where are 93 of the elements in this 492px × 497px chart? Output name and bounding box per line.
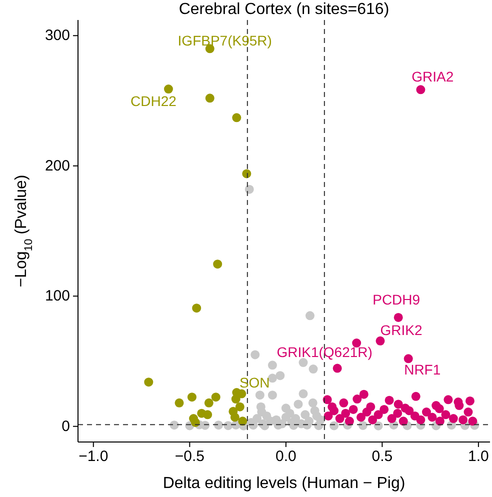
point: [250, 350, 260, 360]
chart-title: Cerebral Cortex (n sites=616): [178, 1, 390, 18]
point: [213, 260, 222, 269]
y-tick-label: 300: [44, 27, 70, 44]
point: [428, 412, 437, 422]
x-tick-label: −1.0: [78, 448, 108, 465]
x-tick-label: 1.0: [468, 448, 489, 465]
point: [255, 390, 264, 400]
point: [404, 354, 413, 364]
point: [411, 392, 420, 401]
point: [211, 392, 220, 402]
point: [374, 410, 383, 420]
point: [348, 404, 358, 414]
point: [204, 398, 214, 408]
annotation: CDH22: [130, 93, 177, 110]
point: [393, 408, 402, 418]
annotation: GRIK1(Q621R): [276, 344, 372, 360]
point: [435, 416, 444, 426]
point: [268, 360, 277, 370]
point: [468, 416, 478, 426]
annotation: GRIA2: [412, 68, 454, 85]
point: [230, 412, 240, 422]
point: [441, 410, 450, 420]
point: [400, 404, 410, 413]
point: [281, 404, 290, 413]
point: [308, 398, 318, 408]
point: [339, 398, 348, 408]
point: [300, 410, 310, 420]
point: [416, 415, 426, 424]
point: [268, 390, 277, 400]
x-tick-label: 0.5: [372, 448, 393, 465]
point: [276, 371, 285, 380]
point: [190, 418, 200, 427]
point: [335, 414, 344, 424]
x-tick-label: 0.0: [275, 448, 296, 465]
point: [203, 410, 212, 420]
point: [432, 401, 441, 410]
point: [368, 415, 378, 424]
point: [387, 414, 396, 424]
point: [187, 392, 196, 402]
annotation: NRF1: [404, 362, 441, 378]
point: [341, 408, 350, 418]
point: [214, 420, 224, 430]
point: [376, 336, 385, 346]
point: [458, 415, 468, 424]
y-tick-label: 100: [44, 288, 70, 305]
point: [416, 85, 426, 94]
point: [366, 402, 376, 412]
point: [144, 378, 154, 387]
point: [312, 411, 322, 420]
point: [294, 400, 303, 409]
point: [394, 400, 403, 409]
point: [344, 416, 354, 426]
point: [244, 184, 254, 194]
point: [268, 374, 277, 383]
point: [298, 389, 308, 398]
point: [464, 408, 473, 417]
point: [170, 420, 179, 430]
point: [192, 304, 202, 313]
point: [305, 311, 314, 320]
point: [332, 364, 342, 373]
point: [205, 94, 214, 103]
point: [356, 412, 366, 422]
point: [398, 416, 408, 426]
point: [394, 312, 403, 322]
annotation: IGFBP7(K95R): [178, 32, 272, 49]
point: [465, 396, 474, 406]
y-tick-label: 0: [62, 418, 70, 435]
point: [448, 414, 458, 424]
point: [330, 421, 339, 430]
x-tick-label: −0.5: [174, 448, 204, 465]
point: [359, 390, 368, 399]
point: [352, 394, 362, 404]
point: [164, 84, 173, 94]
point: [174, 398, 184, 408]
point: [308, 364, 318, 374]
point: [328, 402, 337, 412]
point: [314, 421, 324, 430]
point: [232, 113, 242, 122]
annotation: SON: [239, 374, 270, 391]
x-axis-title: Delta editing levels (Human − Pig): [162, 475, 406, 492]
point: [231, 394, 240, 404]
point: [384, 396, 394, 405]
annotation: PCDH9: [372, 291, 420, 308]
point: [238, 416, 248, 426]
point: [358, 420, 368, 430]
point: [281, 412, 290, 422]
point: [444, 395, 453, 404]
point: [235, 402, 244, 412]
point: [422, 408, 431, 417]
annotation: GRIK2: [380, 322, 422, 338]
y-tick-label: 200: [44, 157, 70, 174]
point: [380, 404, 389, 414]
